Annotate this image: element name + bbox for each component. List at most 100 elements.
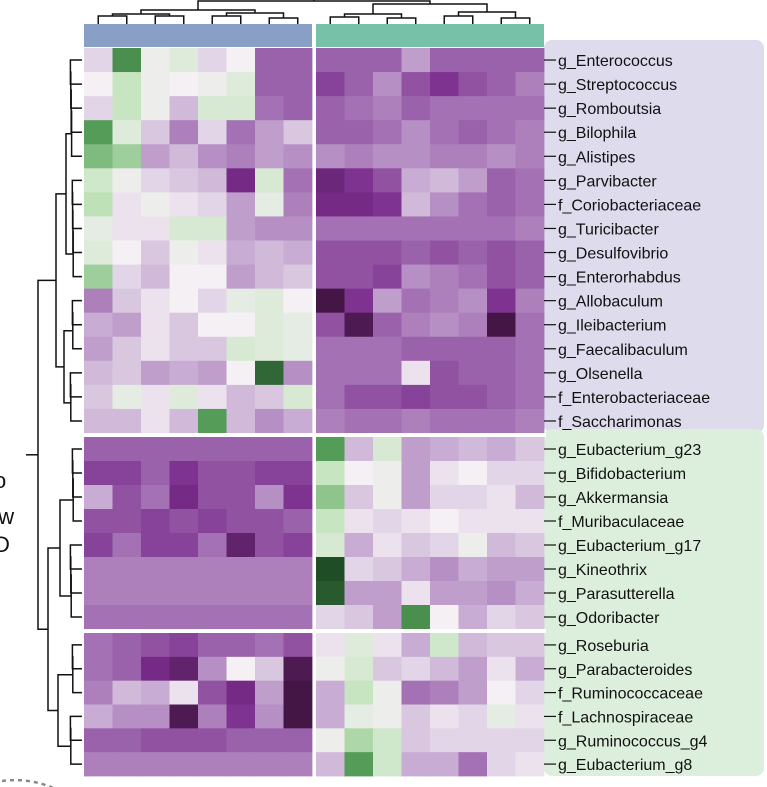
heatmap-cell (283, 192, 313, 217)
heatmap-cell (344, 168, 374, 193)
heatmap-cell (283, 728, 313, 753)
heatmap-cell (198, 312, 227, 338)
heatmap-cell (112, 461, 142, 486)
heatmap-cell (255, 360, 284, 386)
heatmap-cell (198, 72, 227, 97)
heatmap-cell (316, 704, 345, 729)
heatmap-cell (255, 509, 284, 534)
heatmap-cell (283, 336, 313, 362)
heatmap-cell (344, 437, 374, 462)
heatmap-cell (458, 633, 488, 658)
heatmap-cell (316, 168, 345, 193)
heatmap-cell (84, 264, 113, 290)
heatmap-cell (169, 408, 199, 434)
heatmap-cell (401, 680, 431, 705)
heatmap-cell (430, 96, 459, 121)
heatmap-cell (344, 633, 374, 658)
heatmap-cell (198, 533, 227, 558)
heatmap-cell (283, 581, 313, 606)
heatmap-cell (141, 168, 170, 193)
row-group-background (544, 429, 764, 776)
column-group-bars (84, 24, 544, 47)
heatmap-cell (487, 192, 516, 217)
heatmap-cell (344, 408, 374, 434)
heatmap-cell (344, 704, 374, 729)
dendrogram-branch (457, 11, 517, 18)
heatmap-cell (344, 533, 374, 558)
heatmap-cell (112, 485, 142, 510)
heatmap-cell (255, 485, 284, 510)
heatmap-cell (169, 168, 199, 193)
heatmap-cell (141, 633, 170, 658)
heatmap-cell (141, 384, 170, 410)
heatmap-cell (84, 533, 113, 558)
heatmap-cell (198, 656, 227, 682)
heatmap-cell (255, 48, 284, 73)
heatmap-cell (458, 192, 488, 217)
heatmap-cell (226, 656, 256, 682)
dendrogram-branch (37, 279, 56, 630)
row-label: g_Romboutsia (558, 101, 661, 118)
heatmap-cell (255, 605, 284, 630)
heatmap-cell (255, 288, 284, 314)
heatmap-cell (515, 680, 545, 705)
row-label: g_Olsenella (558, 366, 643, 383)
dendrogram-branch (71, 448, 82, 474)
heatmap-cell (283, 656, 313, 682)
heatmap-cell (141, 120, 170, 145)
heatmap-cell (169, 656, 199, 682)
heatmap-cell (283, 288, 313, 314)
heatmap-cell (401, 752, 431, 777)
heatmap-cell (255, 72, 284, 97)
heatmap-cell (401, 485, 431, 510)
left-edge-text: o ow D (0, 468, 14, 557)
heatmap-cell (401, 312, 431, 338)
heatmap-cell (373, 312, 402, 338)
row-label: g_Eubacterium_g17 (558, 538, 701, 555)
heatmap-cell (515, 485, 545, 510)
legend-edge-text: D (0, 532, 10, 557)
heatmap-cell (515, 752, 545, 777)
heatmap-cell (141, 96, 170, 121)
dendrogram-branch (154, 15, 185, 24)
heatmap-cell (487, 656, 516, 682)
heatmap-cell (316, 485, 345, 510)
heatmap-cell (226, 264, 256, 290)
heatmap-cell (198, 752, 227, 777)
heatmap-cell (141, 752, 170, 777)
heatmap-cell (112, 633, 142, 658)
heatmap-cell (373, 704, 402, 729)
heatmap-cell (487, 408, 516, 434)
heatmap-cell (316, 633, 345, 658)
heatmap-cell (487, 48, 516, 73)
heatmap-cell (316, 581, 345, 606)
heatmap-cell (401, 728, 431, 753)
heatmap-cell (401, 656, 431, 682)
heatmap-cell (373, 485, 402, 510)
heatmap-cell (84, 728, 113, 753)
row-label: g_Faecalibaculum (558, 342, 688, 359)
heatmap-cell (373, 408, 402, 434)
heatmap-cell (112, 48, 142, 73)
heatmap-cell (112, 96, 142, 121)
row-label: g_Ileibacterium (558, 318, 667, 335)
heatmap-cell (515, 461, 545, 486)
heatmap-cell (169, 240, 199, 265)
heatmap-cell (84, 336, 113, 362)
heatmap-cell (198, 509, 227, 534)
heatmap-cell (344, 216, 374, 241)
heatmap-cell (515, 336, 545, 362)
heatmap-cell (112, 533, 142, 558)
heatmap-cell (226, 168, 256, 193)
heatmap-cell (283, 704, 313, 729)
row-label: f_Lachnospiraceae (558, 709, 693, 726)
heatmap-cell (84, 752, 113, 777)
heatmap-cell (515, 312, 545, 338)
row-group-background (544, 40, 764, 433)
heatmap-cell (373, 728, 402, 753)
heatmap-cell (458, 216, 488, 241)
heatmap-cell (316, 533, 345, 558)
heatmap-cell (373, 48, 402, 73)
heatmap-cell (316, 72, 345, 97)
